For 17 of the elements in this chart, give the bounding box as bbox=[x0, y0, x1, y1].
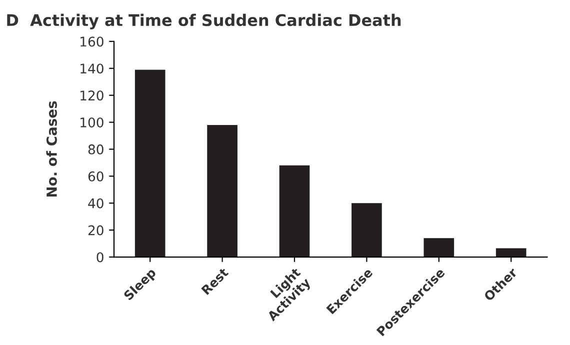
y-tick-label: 120 bbox=[80, 90, 104, 101]
y-tick-label: 0 bbox=[96, 252, 104, 262]
chart-title: D Activity at Time of Sudden Cardiac Death bbox=[7, 14, 401, 30]
y-tick-label: 60 bbox=[88, 171, 104, 182]
y-tick-label: 80 bbox=[88, 144, 104, 154]
y-tick-label: 160 bbox=[80, 36, 104, 47]
bar bbox=[279, 165, 310, 258]
bar bbox=[207, 124, 238, 258]
bar bbox=[134, 70, 166, 258]
y-axis-title: No. of Cases bbox=[46, 101, 57, 197]
bar bbox=[496, 248, 526, 258]
bar bbox=[352, 203, 382, 258]
y-tick-label: 40 bbox=[88, 198, 104, 208]
y-tick-label: 140 bbox=[80, 64, 104, 74]
y-tick-label: 100 bbox=[80, 117, 104, 128]
bar bbox=[424, 238, 454, 258]
y-tick-label: 20 bbox=[88, 225, 104, 236]
